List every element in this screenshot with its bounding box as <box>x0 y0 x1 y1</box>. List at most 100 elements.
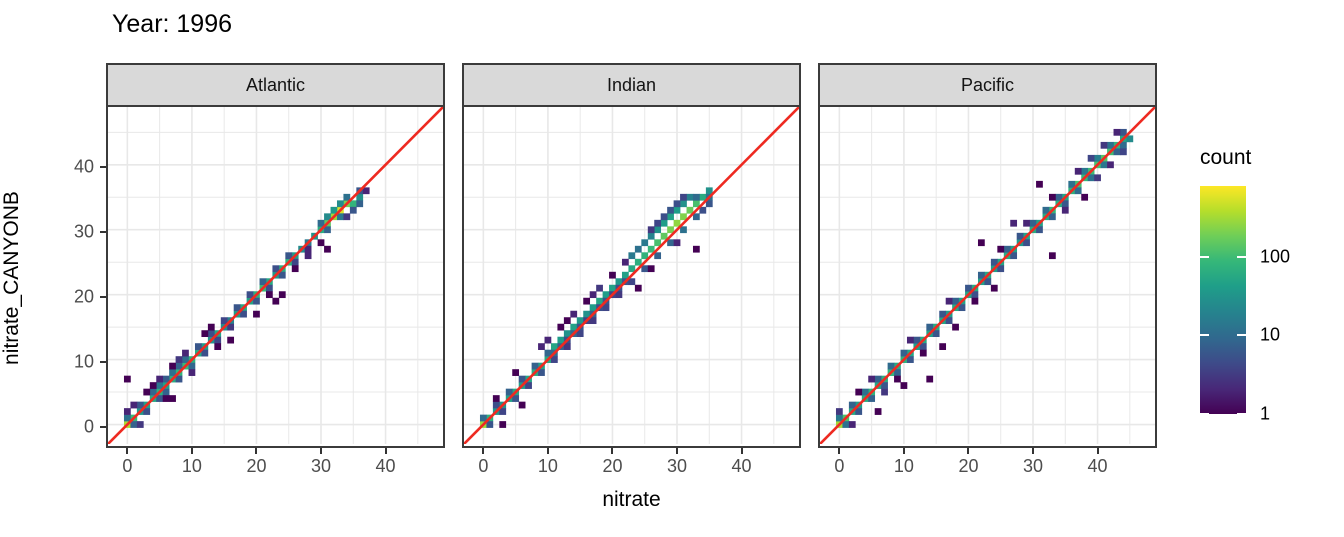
bin2d-cell <box>673 219 681 227</box>
x-tick-label: 20 <box>958 456 979 476</box>
bin2d-cell <box>531 362 539 370</box>
x-tick-label: 30 <box>310 456 332 476</box>
x-tick-label: 0 <box>122 456 133 476</box>
x-tick-mark <box>838 448 841 454</box>
x-tick-label: 40 <box>1087 456 1108 476</box>
bin2d-cell <box>505 388 513 396</box>
bin2d-cell <box>1094 154 1101 162</box>
bin2d-cell <box>1100 161 1108 169</box>
facet-indian: Indian <box>462 63 801 448</box>
bin2d-cell <box>628 278 636 286</box>
bin2d-cell <box>349 200 357 208</box>
bin2d-cell <box>705 187 713 195</box>
facet-strip-indian: Indian <box>462 63 801 107</box>
bin2d-cell <box>123 414 131 422</box>
bin2d-cell <box>162 375 170 383</box>
x-axis-indian: 0 10 20 30 40 <box>462 448 801 482</box>
bin2d-cell <box>304 245 312 253</box>
bin2d-cell <box>628 252 636 260</box>
bin2d-cell <box>984 278 992 286</box>
bin2d-cell <box>149 382 157 389</box>
bin2d-cell <box>557 323 565 331</box>
bin2d-cell <box>1081 167 1089 175</box>
legend-tick-mark <box>1237 334 1246 337</box>
bin2d-cell <box>615 291 623 299</box>
bin2d-cell <box>835 408 843 415</box>
bin2d-cell <box>692 193 700 201</box>
bin2d-cell <box>182 349 189 357</box>
bin2d-cell <box>900 382 908 389</box>
bin2d-cell <box>265 291 273 299</box>
x-tick-label: 20 <box>602 456 623 476</box>
bin2d-cell <box>977 239 985 247</box>
bin2d-cell <box>654 226 662 234</box>
x-tick-mark <box>1096 448 1099 454</box>
bin2d-cell <box>253 310 260 318</box>
bin2d-cell <box>291 265 299 273</box>
x-tick-label: 20 <box>246 456 267 476</box>
bin2d-cell <box>868 375 876 383</box>
bin2d-cell <box>349 206 357 214</box>
panel-pacific <box>818 107 1157 448</box>
y-tick-label: 30 <box>73 221 94 242</box>
bin2d-cell <box>201 330 209 338</box>
x-tick-label: 0 <box>834 456 845 476</box>
bin2d-cell <box>673 206 681 214</box>
bin2d-cell <box>169 395 176 402</box>
bin2d-cell <box>175 375 183 383</box>
bin2d-cell <box>958 304 966 312</box>
bin2d-cell <box>265 284 273 292</box>
bin2d-cell <box>130 421 138 428</box>
bin2d-cell <box>570 310 578 318</box>
facet-strip-pacific: Pacific <box>818 63 1157 107</box>
bin2d-cell <box>492 395 500 402</box>
bin2d-cell <box>680 213 687 221</box>
bin2d-cell <box>692 213 700 221</box>
bin2d-cell <box>919 349 927 357</box>
bin2d-cell <box>634 245 642 253</box>
bin2d-cell <box>492 401 500 409</box>
bin2d-cell <box>246 291 254 299</box>
legend-tick-label: 10 <box>1260 324 1281 345</box>
bin2d-cell <box>1126 135 1134 143</box>
bin2d-cell <box>563 317 571 325</box>
bin2d-cell <box>1023 239 1030 247</box>
bin2d-cell <box>259 278 267 286</box>
bin2d-cell <box>1113 128 1121 136</box>
bin2d-cell <box>1010 252 1018 260</box>
bin2d-cell <box>499 421 507 428</box>
bin2d-cell <box>278 271 286 279</box>
bin2d-cell <box>686 193 694 201</box>
bin2d-cell <box>324 245 331 253</box>
facet-pacific: Pacific <box>818 63 1157 448</box>
bin2d-cell <box>518 375 526 383</box>
bin2d-cell <box>240 310 247 318</box>
bin2d-cell <box>971 297 979 305</box>
bin2d-cell <box>647 265 655 273</box>
bin2d-cell <box>647 245 655 253</box>
bin2d-cell <box>253 297 260 305</box>
legend-tick-mark <box>1237 413 1246 415</box>
x-axis-atlantic: 0 10 20 30 40 <box>106 448 445 482</box>
bin2d-cell <box>1055 193 1063 201</box>
bin2d-cell <box>945 297 953 305</box>
bin2d-cell <box>330 206 338 214</box>
bin2d-cell <box>156 375 164 383</box>
bin2d-cell <box>634 284 642 292</box>
bin2d-cell <box>602 304 610 312</box>
bin2d-cell <box>1036 226 1043 234</box>
bin2d-cell <box>1042 206 1050 214</box>
bin2d-cell <box>842 421 850 428</box>
bin2d-cell <box>1119 141 1127 149</box>
bin2d-cell <box>162 395 170 402</box>
bin2d-cell <box>628 265 636 273</box>
x-tick-mark <box>740 448 743 454</box>
bin2d-cell <box>997 265 1005 273</box>
bin2d-cell <box>1061 206 1069 214</box>
bin2d-cell <box>906 356 914 363</box>
bin2d-cell <box>667 226 674 234</box>
bin2d-cell <box>971 291 979 299</box>
bin2d-cell <box>952 297 959 305</box>
bin2d-cell <box>705 200 713 208</box>
bin2d-cell <box>156 382 164 389</box>
